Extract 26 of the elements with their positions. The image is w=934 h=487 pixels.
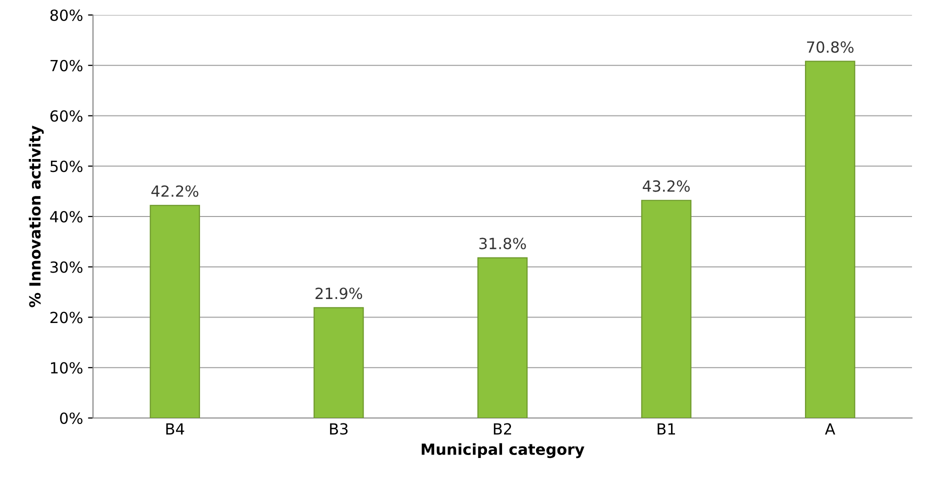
data-label: 42.2% xyxy=(151,185,198,197)
x-tick-label: B1 xyxy=(658,423,675,434)
bar xyxy=(804,60,856,418)
y-tick-label: 50% xyxy=(50,160,82,172)
y-tick-label: 0% xyxy=(60,412,82,424)
y-tick-label: 80% xyxy=(50,9,82,22)
x-tick-label: B2 xyxy=(494,423,512,434)
y-tick-label: 70% xyxy=(50,60,82,72)
y-tick-label: 40% xyxy=(50,210,82,223)
y-tick-label: 10% xyxy=(51,362,82,374)
data-label: 21.9% xyxy=(316,288,362,300)
x-tick-label: A xyxy=(824,423,836,434)
data-label: 70.8% xyxy=(807,41,854,53)
x-tick-label: B3 xyxy=(330,423,348,435)
y-axis-title: % Innovation activity xyxy=(28,126,44,308)
bar xyxy=(641,200,692,418)
data-label: 31.8% xyxy=(479,238,526,250)
y-tick-label: 30% xyxy=(50,261,82,273)
bar xyxy=(150,204,200,418)
x-axis-title: Municipal category xyxy=(422,443,584,458)
bar xyxy=(314,307,364,418)
x-tick-label: B4 xyxy=(166,423,184,434)
bar xyxy=(477,257,528,418)
y-tick-label: 60% xyxy=(50,110,82,122)
data-label: 43.2% xyxy=(642,180,690,192)
y-tick-label: 20% xyxy=(50,312,82,324)
